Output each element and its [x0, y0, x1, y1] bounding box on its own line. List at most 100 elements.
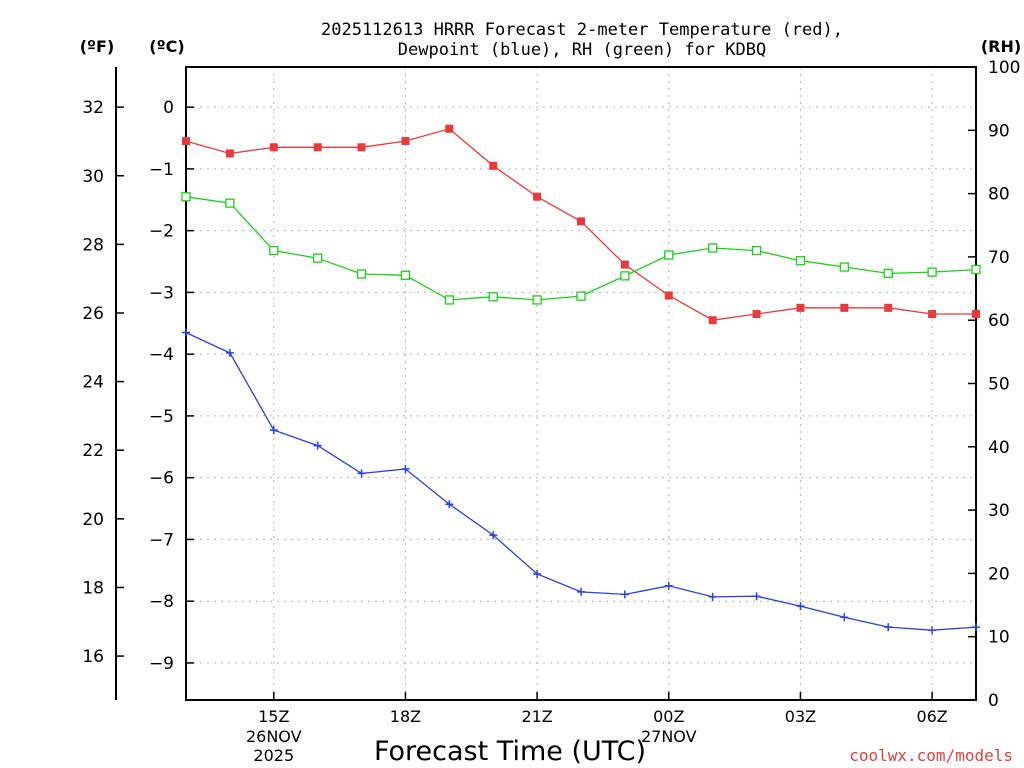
rh-point: [927, 267, 937, 277]
axes: 0 −1 −2 −3 −4 −5 −6 −7 −8 −9 15Z 18Z 21Z 00Z 03Z 06Z 26N…: [82, 58, 1020, 765]
rh-tick-label: 70: [988, 248, 1010, 268]
rh-point: [576, 291, 586, 301]
temperature-point: [225, 149, 234, 158]
temperature-point: [708, 316, 717, 325]
chart-title-line-2: Dewpoint (blue), RH (green) for KDBQ: [398, 40, 766, 60]
fahrenheit-tick-label: 20: [82, 510, 104, 530]
rh-tick-label: 100: [988, 58, 1020, 78]
celsius-tick-label: −9: [149, 654, 174, 674]
rh-tick-label: 20: [988, 564, 1010, 584]
celsius-tick-label: −5: [149, 407, 174, 427]
temperature-point: [884, 303, 893, 312]
dewpoint-point: [533, 570, 542, 579]
celsius-tick-label: −8: [149, 592, 174, 612]
rh-unit-label: (RH): [981, 37, 1021, 56]
temperature-point: [664, 291, 673, 300]
x-tick-label: 21Z: [521, 707, 552, 726]
dewpoint-point: [357, 469, 366, 478]
rh-point: [620, 271, 630, 281]
temperature-point: [313, 143, 322, 152]
temperature-point: [182, 137, 190, 146]
dewpoint-point: [708, 592, 717, 601]
dewpoint-point: [840, 613, 849, 622]
rh-point: [708, 243, 718, 253]
temperature-point: [840, 303, 849, 312]
fahrenheit-tick-label: 30: [82, 167, 104, 187]
rh-tick-label: 50: [988, 375, 1010, 395]
rh-point: [181, 192, 191, 202]
date-label: 2025: [253, 746, 294, 765]
gridlines: [186, 67, 976, 700]
celsius-tick-label: −2: [149, 222, 174, 242]
rh-point: [883, 268, 893, 279]
temperature-point: [752, 310, 761, 319]
fahrenheit-tick-label: 16: [82, 647, 104, 667]
fahrenheit-tick-label: 22: [82, 441, 104, 461]
date-label: 27NOV: [641, 727, 697, 746]
rh-series-line: [185, 196, 977, 301]
celsius-tick-label: −7: [149, 530, 174, 550]
rh-point: [269, 245, 279, 256]
temperature-point: [796, 303, 805, 312]
x-tick-label: 06Z: [916, 707, 947, 726]
dewpoint-series-line: [185, 332, 977, 631]
temperature-point: [269, 143, 278, 152]
dewpoint-point: [225, 348, 234, 357]
fahrenheit-unit-label: (ºF): [80, 37, 115, 56]
celsius-tick-label: 0: [163, 98, 174, 118]
temperature-point: [401, 137, 410, 146]
dewpoint-point: [577, 587, 585, 596]
rh-tick-label: 30: [988, 501, 1010, 521]
rh-point: [751, 245, 762, 256]
rh-point: [356, 269, 367, 279]
fahrenheit-tick-label: 18: [82, 578, 104, 598]
dewpoint-point: [884, 623, 893, 632]
date-label: 26NOV: [246, 727, 302, 746]
credit-label: coolwx.com/models: [849, 746, 1013, 765]
rh-point: [313, 253, 323, 263]
dewpoint-point: [928, 626, 937, 635]
rh-point: [444, 295, 454, 305]
rh-point: [488, 292, 498, 302]
temperature-point: [972, 310, 980, 319]
dewpoint-point: [664, 581, 673, 590]
dewpoint-point: [489, 531, 498, 540]
celsius-tick-label: −1: [149, 160, 174, 180]
fahrenheit-tick-label: 32: [82, 98, 104, 118]
x-tick-label: 03Z: [785, 707, 816, 726]
dewpoint-point: [752, 592, 761, 601]
chart-title-line-1: 2025112613 HRRR Forecast 2-meter Tempera…: [321, 20, 843, 40]
temperature-point: [357, 143, 366, 152]
dewpoint-point: [620, 590, 629, 599]
rh-tick-label: 90: [988, 121, 1010, 141]
rh-tick-label: 0: [988, 691, 999, 711]
dewpoint-point: [182, 328, 190, 337]
x-tick-label: 15Z: [258, 707, 289, 726]
rh-point: [971, 264, 981, 275]
fahrenheit-tick-label: 26: [82, 304, 104, 324]
rh-point: [225, 198, 235, 208]
data-series: [181, 124, 981, 635]
temperature-point: [620, 260, 629, 269]
dewpoint-point: [401, 465, 410, 474]
rh-tick-label: 60: [988, 311, 1010, 331]
x-tick-label: 18Z: [390, 707, 421, 726]
rh-point: [400, 270, 411, 280]
x-axis-label: Forecast Time (UTC): [374, 736, 646, 767]
celsius-unit-label: (ºC): [149, 37, 184, 56]
plot-frame: [185, 66, 977, 701]
rh-point: [664, 250, 674, 260]
rh-tick-label: 80: [988, 185, 1010, 205]
temperature-point: [533, 192, 542, 201]
celsius-tick-label: −6: [149, 469, 174, 489]
fahrenheit-tick-label: 24: [82, 373, 104, 393]
rh-point: [839, 262, 849, 272]
temperature-point: [928, 310, 937, 319]
dewpoint-point: [269, 426, 278, 435]
rh-tick-label: 10: [988, 628, 1010, 648]
rh-point: [795, 256, 806, 266]
x-tick-label: 00Z: [653, 707, 684, 726]
dewpoint-point: [796, 602, 805, 611]
rh-point: [532, 295, 542, 305]
